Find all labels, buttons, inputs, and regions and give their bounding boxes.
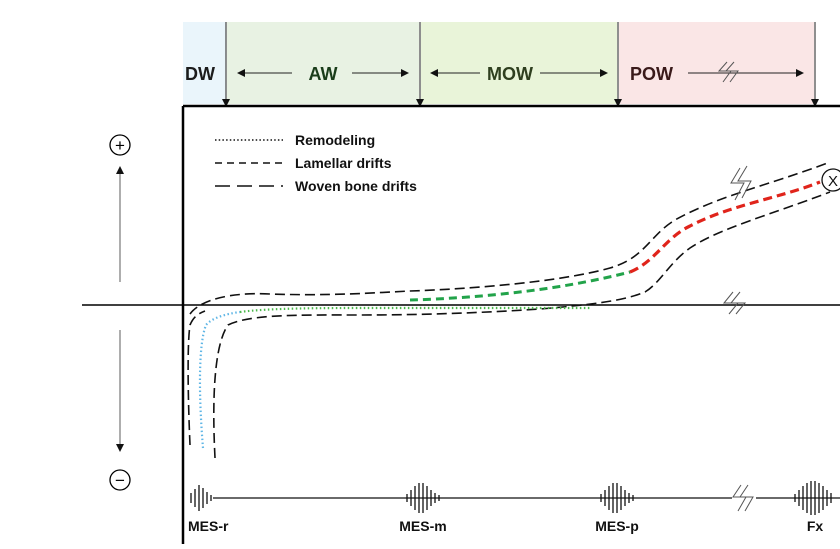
zone-label-mow: MOW [487, 64, 533, 84]
remodeling-curve-early [198, 310, 241, 449]
plus-sign-text: + [115, 136, 125, 155]
waveform-icon [406, 483, 440, 513]
zone-label-pow: POW [630, 64, 673, 84]
x-marker-label: X [828, 173, 838, 190]
legend-label-lamellar: Lamellar drifts [295, 155, 392, 171]
stimulus-label-mes-r: MES-r [188, 518, 229, 534]
waveform-icon [190, 485, 212, 511]
legend-label-remodeling: Remodeling [295, 132, 375, 148]
upper-envelope-curve [189, 161, 831, 315]
zone-label-dw: DW [185, 64, 215, 84]
lamellar-drift-curve [409, 270, 631, 302]
zone-label-aw: AW [309, 64, 338, 84]
left-envelope-curve [187, 310, 206, 446]
zone-pow-bg [619, 22, 814, 104]
remodeling-curve-late [239, 306, 590, 314]
waveform-icon [600, 483, 634, 513]
stimulus-label-mes-p: MES-p [595, 518, 639, 534]
curve-break-mark [730, 165, 752, 201]
woven-drift-curve [629, 180, 821, 274]
legend-label-woven: Woven bone drifts [295, 178, 417, 194]
legend: Remodeling Lamellar drifts Woven bone dr… [215, 132, 417, 194]
plus-sign [109, 134, 131, 156]
zone-dw-bg [183, 22, 226, 104]
zone-mow-bg [421, 22, 617, 104]
minus-sign [109, 469, 131, 491]
x-marker [821, 168, 840, 192]
timeline-break-mark [732, 484, 754, 512]
pow-break-mark [717, 61, 739, 83]
lower-envelope-curve [212, 191, 831, 459]
zone-aw-bg [227, 22, 419, 104]
minus-sign-text: − [115, 471, 125, 490]
stimulus-label-mes-m: MES-m [399, 518, 446, 534]
waveform-icon [794, 481, 832, 515]
stimulus-label-fx: Fx [807, 518, 824, 534]
baseline-break-mark [722, 291, 747, 315]
